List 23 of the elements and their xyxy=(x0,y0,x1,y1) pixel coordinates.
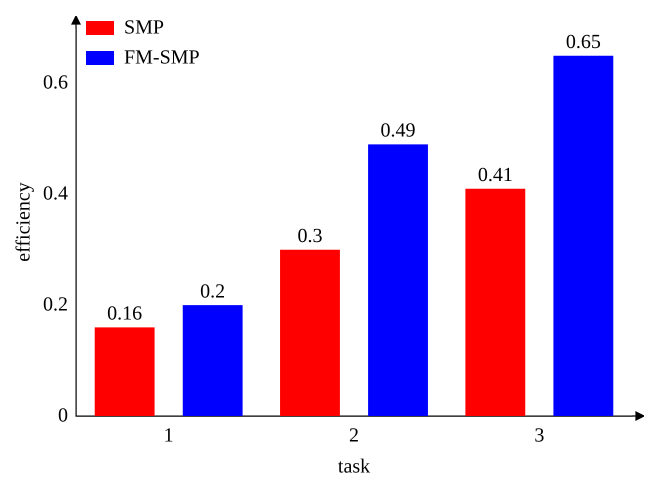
data-label: 0.2 xyxy=(200,280,226,302)
bar xyxy=(368,144,428,416)
data-label: 0.49 xyxy=(380,120,416,142)
data-label: 0.65 xyxy=(566,30,601,53)
bar xyxy=(182,305,243,416)
legend-label: SMP xyxy=(124,16,164,38)
x-axis-title: task xyxy=(338,455,370,478)
bar xyxy=(280,250,340,416)
bar xyxy=(94,327,155,416)
x-tick-label: 2 xyxy=(349,424,359,446)
bar xyxy=(553,56,614,416)
y-axis-title: efficiency xyxy=(12,182,34,262)
x-tick-label: 1 xyxy=(164,424,174,446)
data-label: 0.41 xyxy=(478,164,513,186)
y-tick-label: 0 xyxy=(58,404,68,426)
legend-label: FM-SMP xyxy=(124,46,200,68)
y-tick-label: 0.2 xyxy=(43,293,68,316)
data-label: 0.3 xyxy=(297,224,322,247)
bar xyxy=(465,188,526,416)
y-tick-label: 0.4 xyxy=(43,182,68,205)
x-tick-label: 3 xyxy=(534,424,544,446)
y-tick-label: 0.6 xyxy=(43,72,68,94)
data-label: 0.16 xyxy=(107,302,142,325)
